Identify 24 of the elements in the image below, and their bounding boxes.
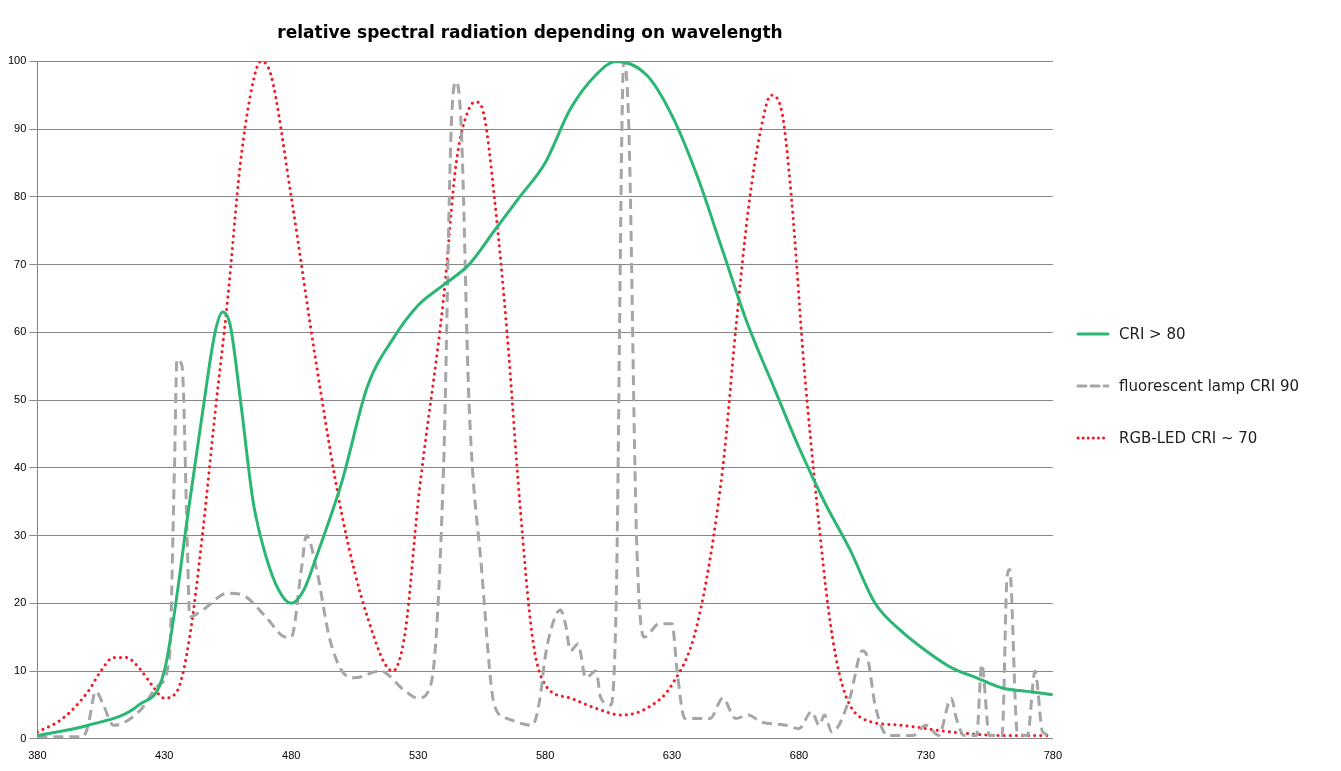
- x-tick-label: 430: [155, 749, 174, 762]
- y-tick-label: 0: [20, 731, 27, 744]
- y-tick-label: 100: [7, 54, 27, 67]
- chart-title: relative spectral radiation depending on wavelength: [277, 21, 783, 42]
- x-tick-label: 680: [789, 749, 809, 762]
- x-tick-label: 380: [28, 749, 47, 762]
- x-tick-label: 480: [282, 749, 301, 762]
- x-tick-label: 580: [535, 749, 555, 762]
- y-tick-label: 80: [14, 189, 27, 202]
- legend-label: CRI > 80: [1119, 324, 1186, 343]
- legend-label: fluorescent lamp CRI 90: [1119, 376, 1300, 395]
- x-tick-label: 780: [1043, 749, 1062, 762]
- x-tick-label: 530: [408, 749, 428, 762]
- x-tick-label: 730: [916, 749, 936, 762]
- y-tick-label: 30: [14, 528, 27, 541]
- y-tick-label: 60: [14, 325, 27, 338]
- y-tick-label: 10: [14, 664, 27, 677]
- y-tick-label: 70: [14, 257, 27, 270]
- y-tick-label: 40: [14, 460, 27, 473]
- legend-label: RGB-LED CRI ~ 70: [1119, 428, 1258, 447]
- x-tick-label: 630: [662, 749, 682, 762]
- y-tick-label: 50: [14, 393, 27, 406]
- y-tick-label: 90: [14, 122, 27, 135]
- y-tick-label: 20: [14, 596, 27, 609]
